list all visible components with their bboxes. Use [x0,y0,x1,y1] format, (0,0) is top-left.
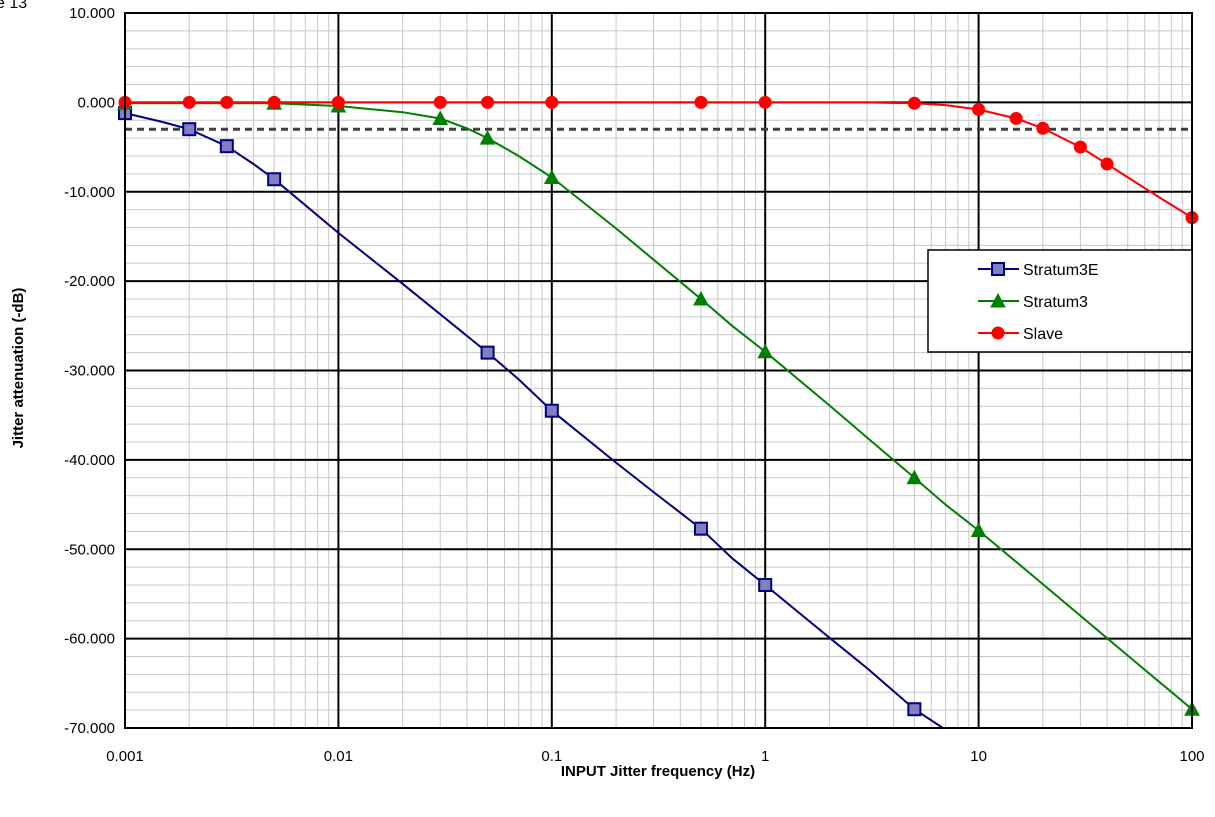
data-point-stratum3 [757,343,774,359]
data-point-slave [182,95,196,109]
legend-marker-slave [991,326,1005,340]
major-gridlines [124,12,1193,729]
series-line-stratum3e [125,112,944,728]
y-axis-title: Jitter attenuation (-dB) [10,288,27,449]
legend-label-slave: Slave [1023,326,1063,343]
y-tick-label: 10.000 [69,5,115,22]
legend-marker-stratum3e [991,262,1005,276]
y-tick-label: -40.000 [64,452,115,469]
legend-label-stratum3e: Stratum3E [1023,262,1099,279]
data-point-slave [758,95,772,109]
x-axis-title: INPUT Jitter frequency (Hz) [561,763,755,780]
data-point-slave [1073,140,1087,154]
y-axis-tick-labels: 10.000 0.000 -10.000 -20.000 -30.000 -40.000 -… [64,5,115,737]
data-point-stratum3 [543,169,560,184]
plot-border [124,12,1193,729]
data-point-slave [972,103,986,117]
legend-box [927,249,1193,353]
data-point-slave [907,96,921,110]
data-point-stratum3e [544,403,559,418]
legend-marker-stratum3 [990,292,1006,308]
x-tick-label: 0.001 [106,748,144,765]
data-point-slave [545,95,559,109]
y-tick-label: -70.000 [64,720,115,737]
data-point-stratum3 [693,290,709,306]
series-line-stratum3 [125,102,1192,710]
data-point-stratum3e [182,122,197,137]
y-tick-label: 0.000 [77,94,115,111]
data-point-slave [220,95,234,109]
x-axis-tick-labels: 0.001 0.01 0.1 1 10 100 [106,748,1204,765]
x-tick-label: 0.1 [541,748,562,765]
x-tick-label: 100 [1179,748,1204,765]
data-point-slave [1009,111,1023,125]
y-tick-label: -20.000 [64,273,115,290]
series-line-slave [125,101,1192,219]
y-tick-label: -30.000 [64,363,115,380]
y-tick-label: -60.000 [64,631,115,648]
data-point-stratum3e [693,521,708,536]
data-point-slave [433,95,447,109]
series-lines [125,101,1192,728]
data-point-stratum3 [432,110,449,125]
legend: Stratum3E Stratum3 Slave [927,249,1193,353]
y-tick-label: -10.000 [64,184,115,201]
corner-caption: e 13 [0,0,27,12]
data-point-slave [331,95,345,109]
data-point-stratum3 [906,469,923,485]
data-point-slave [1036,121,1050,135]
x-tick-label: 1 [761,748,769,765]
data-point-slave [481,95,495,109]
data-point-slave [267,95,281,109]
plot-frame [124,12,1193,729]
legend-label-stratum3: Stratum3 [1023,294,1088,311]
y-tick-label: -50.000 [64,541,115,558]
data-point-slave [694,95,708,109]
data-point-slave [1100,157,1114,171]
data-point-stratum3e [758,578,773,592]
data-point-stratum3 [479,130,496,145]
data-point-stratum3e [907,702,922,717]
x-tick-label: 10 [970,748,987,765]
data-point-stratum3e [267,172,282,187]
x-tick-label: 0.01 [324,748,353,765]
data-point-stratum3 [970,522,987,537]
data-point-stratum3e [480,345,495,360]
data-point-stratum3e [219,139,234,154]
